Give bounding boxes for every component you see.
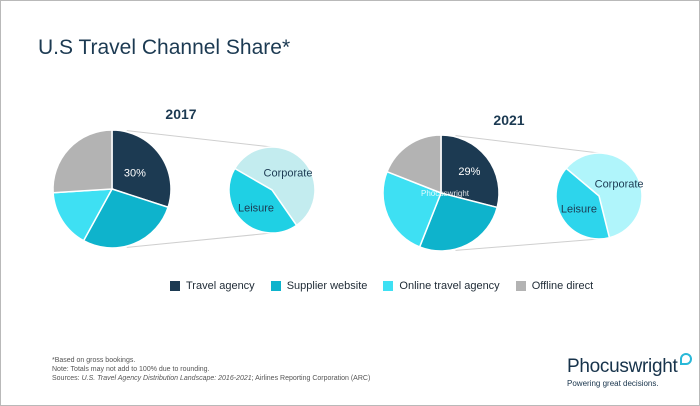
pie-2021-slice-travel-agency [440,134,500,209]
main-pie-2021: 29% Phocuswright [382,134,500,252]
chart-title: U.S Travel Channel Share* [38,36,291,59]
pie-2017-slice-offline-direct [52,129,113,194]
year-label-2021: 2021 [493,112,524,128]
pie-2021-slice-supplier-website [418,192,499,252]
legend-label-offline-direct: Offline direct [531,280,594,292]
speech-bubble-icon [680,353,692,365]
breakout-2021-label-corporate: Corporate [595,179,644,191]
breakout-2017-slice-leisure [228,167,298,234]
breakout-pie-2021: Corporate Leisure [555,152,644,240]
chart-2017: 2017 30% Corporate Leisure [52,106,316,249]
breakout-2021-label-leisure: Leisure [561,204,597,216]
legend-item-supplier-website: Supplier website [270,280,368,292]
pie-2017-slice-online-travel-agency [52,188,114,242]
legend-item-travel-agency: Travel agency [170,280,255,292]
legend-item-offline-direct: Offline direct [515,280,594,292]
footnotes: *Based on gross bookings. Note: Totals m… [52,356,370,383]
breakout-pie-2017: Corporate Leisure [228,146,316,234]
pie-2017-data-label-travel-agency: 30% [124,167,146,179]
sources-report-title: U.S. Travel Agency Distribution Landscap… [81,375,252,382]
pie-2021-data-label-travel-agency: 29% [458,166,480,178]
chart-legend: Travel agency Supplier website Online tr… [170,280,593,292]
breakout-2017-label-leisure: Leisure [238,202,274,214]
legend-swatch-travel-agency [170,281,180,291]
main-pie-2017: 30% [52,129,172,249]
brand-logo: Phocuswright Powering great decisions. [567,353,692,388]
connector-line-top-2021 [455,135,600,154]
brand-tagline: Powering great decisions. [567,379,659,388]
breakout-2021-slice-leisure [555,167,611,240]
legend-label-travel-agency: Travel agency [186,280,255,292]
breakout-2021-slice-corporate [565,152,643,239]
legend-item-online-travel-agency: Online travel agency [383,280,500,292]
connector-line-bottom-2017 [126,232,273,248]
breakout-2017-label-corporate: Corporate [264,168,313,180]
pie-2017-slice-travel-agency [111,129,172,209]
legend-label-online-travel-agency: Online travel agency [399,280,500,292]
sources-suffix: ; Airlines Reporting Corporation (ARC) [251,375,371,382]
brand-name: Phocuswright [567,356,678,377]
year-label-2017: 2017 [165,106,196,122]
breakout-2017-slice-corporate [233,146,316,227]
pie-2021-slice-online-travel-agency [382,170,442,248]
footnote-basis: *Based on gross bookings. [52,357,136,364]
chart-2021: 2021 29% Phocuswright Corporate Leisure [382,112,644,252]
pie-2021-slice-offline-direct [386,134,442,195]
connector-line-top-2017 [126,130,273,148]
legend-swatch-offline-direct [515,281,526,291]
legend-swatch-online-travel-agency [383,281,394,291]
footnote-rounding: Note: Totals may not add to 100% due to … [52,366,210,373]
legend-swatch-supplier-website [270,281,281,291]
legend-label-supplier-website: Supplier website [286,280,368,292]
connector-line-bottom-2021 [455,238,600,251]
sources-prefix: Sources: [52,375,82,382]
footnote-sources: Sources: U.S. Travel Agency Distribution… [52,374,370,383]
pie-2021-watermark: Phocuswright [421,189,470,198]
